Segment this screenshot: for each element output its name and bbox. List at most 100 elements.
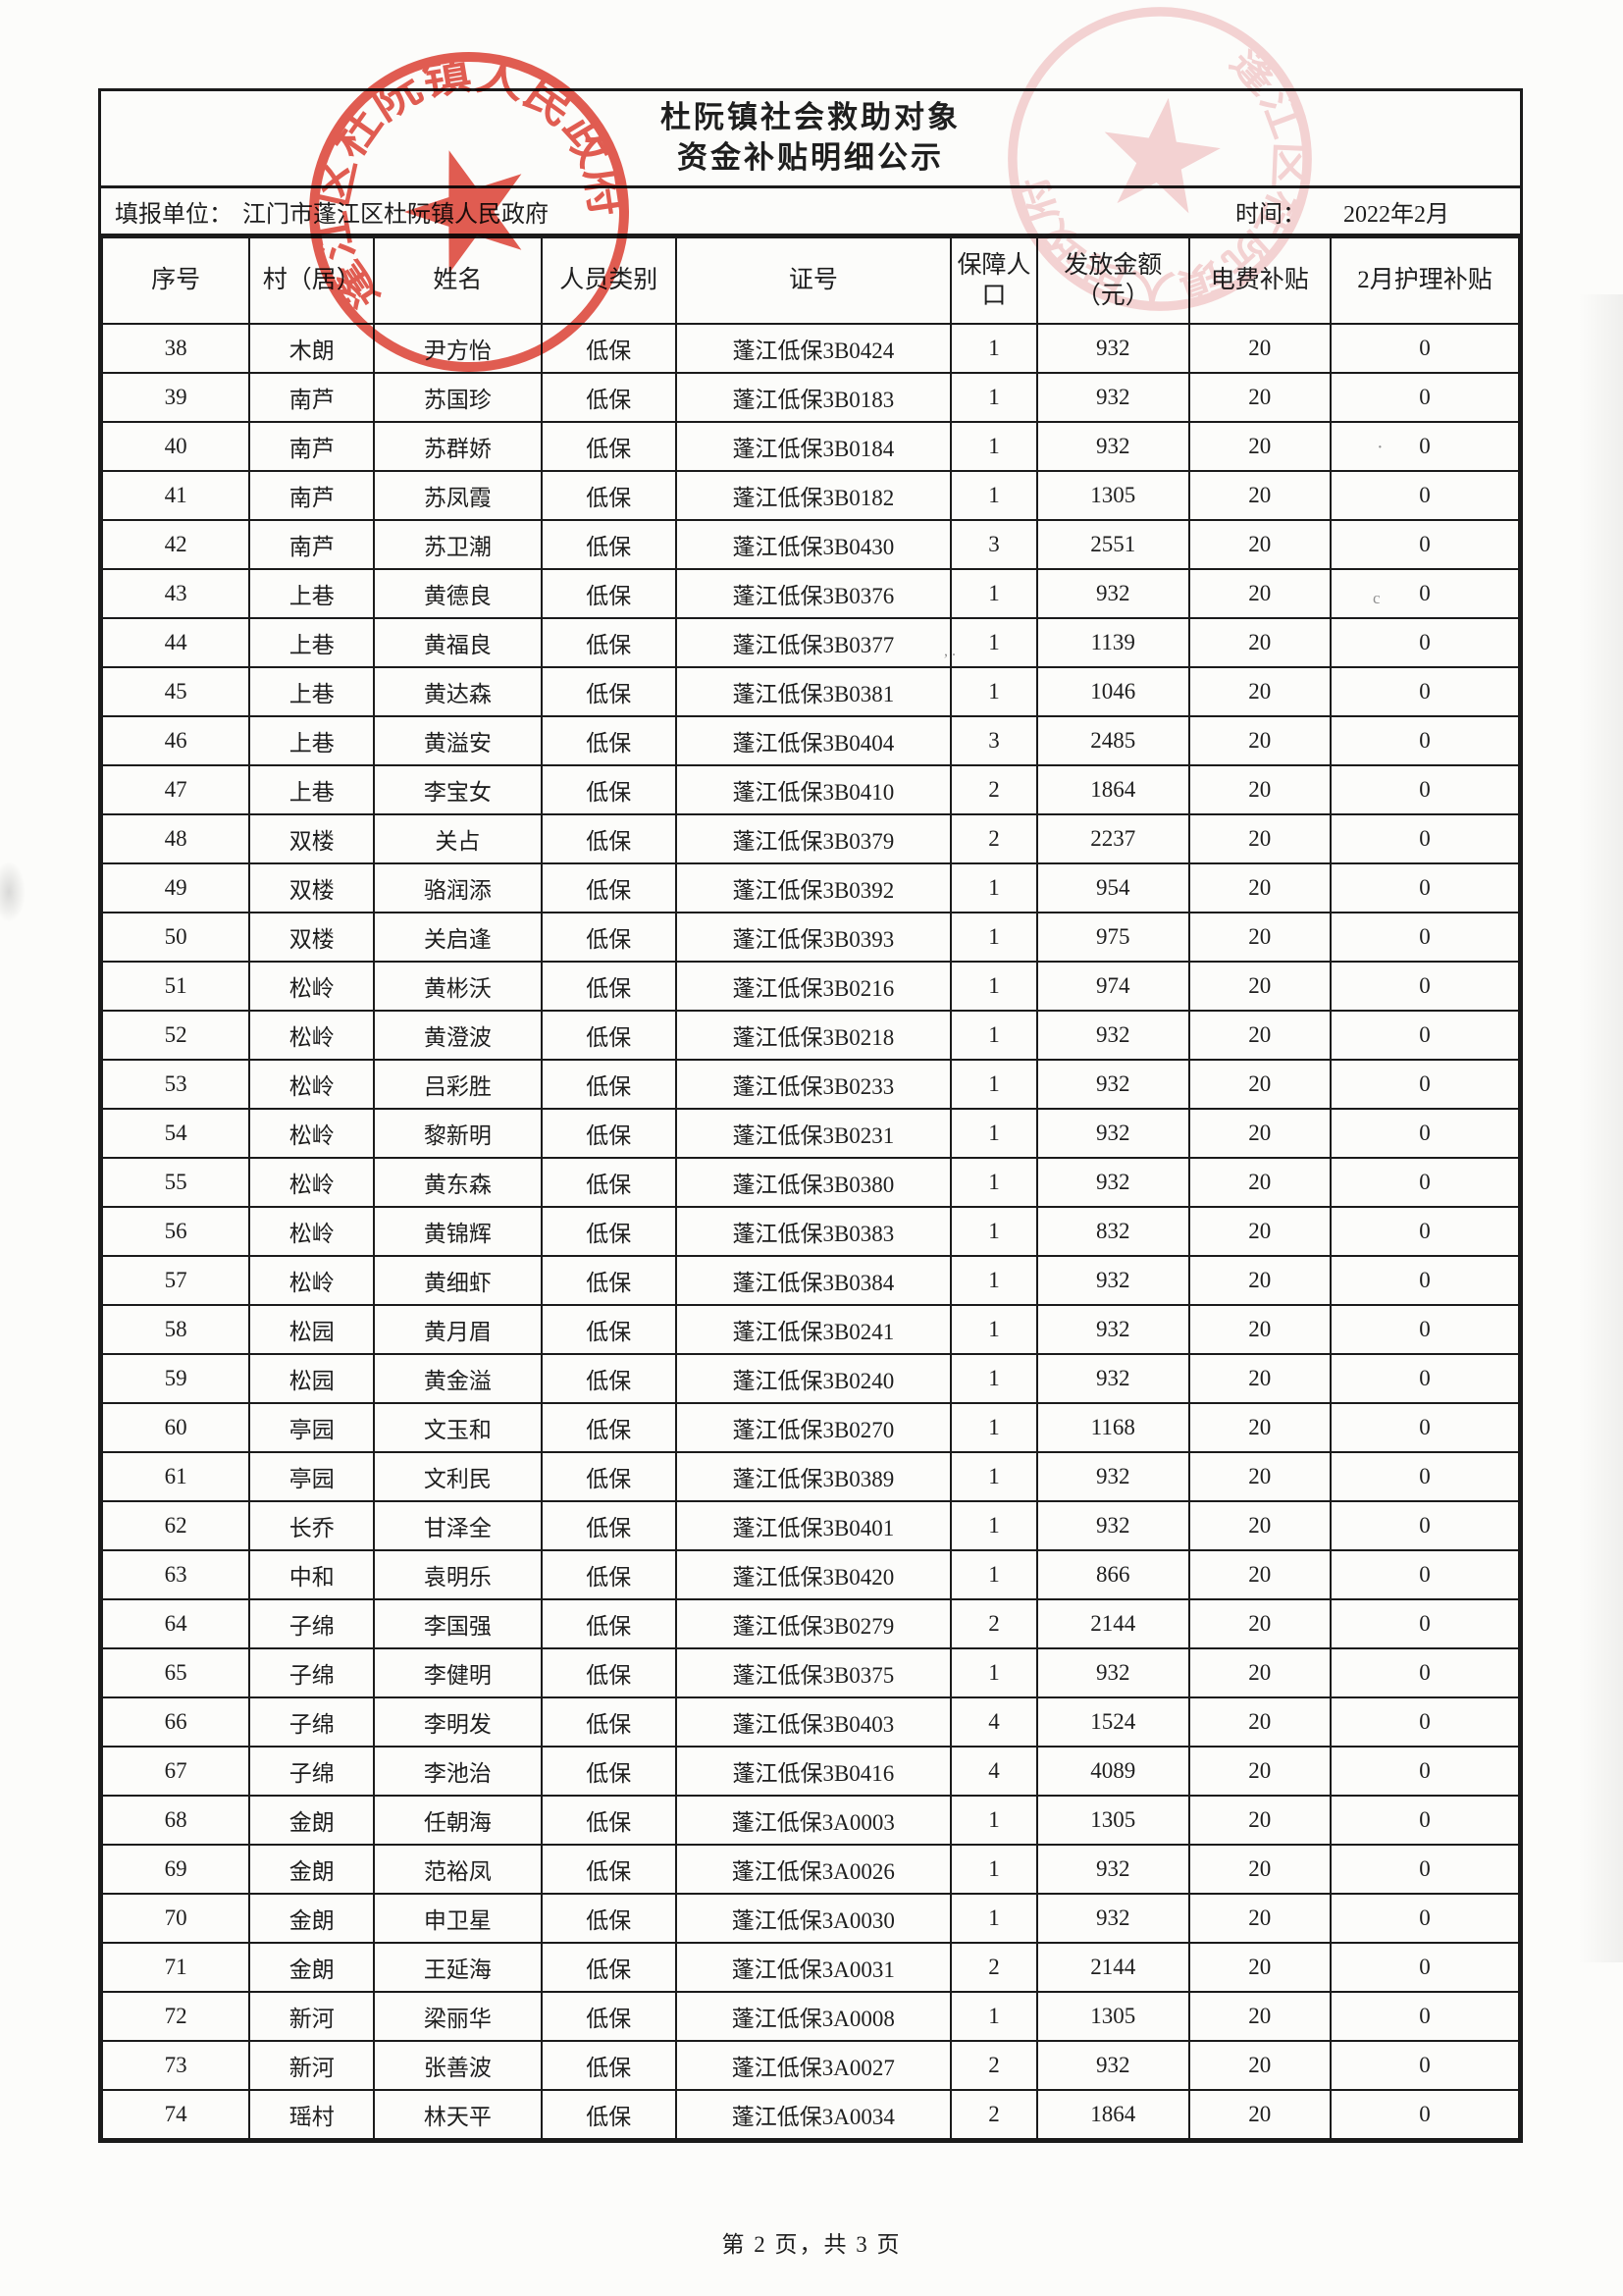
cell-category: 低保 xyxy=(540,666,677,717)
cell-care-subsidy: 0 xyxy=(1329,2040,1521,2091)
cell-electric-subsidy: 20 xyxy=(1187,1746,1332,1797)
table-row: 49 双楼 骆润添 低保 蓬江低保3B0392 1 954 20 0 xyxy=(100,862,1521,913)
table-row: 69 金朗 范裕凤 低保 蓬江低保3A0026 1 932 20 0 xyxy=(100,1844,1521,1895)
cell-village: 松岭 xyxy=(248,1010,376,1061)
cell-care-subsidy: 0 xyxy=(1329,1108,1521,1159)
table-row: 44 上巷 黄福良 低保 蓬江低保3B0377 1 1139 20 0 xyxy=(100,617,1521,668)
cell-cert-no: 蓬江低保3B0375 xyxy=(674,1647,952,1698)
cell-population: 1 xyxy=(949,617,1039,668)
table-row: 40 南芦 苏群娇 低保 蓬江低保3B0184 1 932 20 0 xyxy=(100,421,1521,472)
cell-population: 1 xyxy=(949,568,1039,619)
cell-village: 上巷 xyxy=(248,666,376,717)
cell-category: 低保 xyxy=(540,1206,677,1257)
cell-electric-subsidy: 20 xyxy=(1187,1059,1332,1110)
table-row: 55 松岭 黄东森 低保 蓬江低保3B0380 1 932 20 0 xyxy=(100,1157,1521,1208)
cell-care-subsidy: 0 xyxy=(1329,568,1521,619)
cell-village: 南芦 xyxy=(248,421,376,472)
cell-name: 尹方怡 xyxy=(373,323,543,374)
cell-care-subsidy: 0 xyxy=(1329,1746,1521,1797)
cell-index: 59 xyxy=(100,1353,251,1404)
cell-category: 低保 xyxy=(540,1157,677,1208)
cell-category: 低保 xyxy=(540,862,677,913)
table-row: 48 双楼 关占 低保 蓬江低保3B0379 2 2237 20 0 xyxy=(100,813,1521,864)
table-body: 38 木朗 尹方怡 低保 蓬江低保3B0424 1 932 20 0 39 南芦 苏国珍 低保 蓬江低保3… xyxy=(100,323,1521,2140)
cell-index: 69 xyxy=(100,1844,251,1895)
cell-cert-no: 蓬江低保3B0420 xyxy=(674,1549,952,1600)
col-header-village: 村（居） xyxy=(248,236,376,325)
table-row: 62 长乔 甘泽全 低保 蓬江低保3B0401 1 932 20 0 xyxy=(100,1500,1521,1551)
cell-index: 72 xyxy=(100,1991,251,2042)
cell-village: 松岭 xyxy=(248,1157,376,1208)
cell-cert-no: 蓬江低保3B0182 xyxy=(674,470,952,521)
title-line-1: 杜阮镇社会救助对象 xyxy=(660,100,961,135)
cell-name: 黄福良 xyxy=(373,617,543,668)
cell-care-subsidy: 0 xyxy=(1329,1844,1521,1895)
cell-category: 低保 xyxy=(540,1647,677,1698)
cell-category: 低保 xyxy=(540,1893,677,1944)
cell-cert-no: 蓬江低保3B0270 xyxy=(674,1402,952,1453)
cell-index: 47 xyxy=(100,764,251,815)
cell-electric-subsidy: 20 xyxy=(1187,1647,1332,1698)
table-row: 74 瑶村 林天平 低保 蓬江低保3A0034 2 1864 20 0 xyxy=(100,2089,1521,2140)
cell-village: 金朗 xyxy=(248,1893,376,1944)
table-row: 60 亭园 文玉和 低保 蓬江低保3B0270 1 1168 20 0 xyxy=(100,1402,1521,1453)
cell-cert-no: 蓬江低保3B0218 xyxy=(674,1010,952,1061)
cell-electric-subsidy: 20 xyxy=(1187,912,1332,963)
cell-electric-subsidy: 20 xyxy=(1187,1255,1332,1306)
cell-village: 松岭 xyxy=(248,1108,376,1159)
cell-village: 金朗 xyxy=(248,1844,376,1895)
col-header-amount: 发放金额（元） xyxy=(1036,236,1190,325)
cell-cert-no: 蓬江低保3B0184 xyxy=(674,421,952,472)
table-row: 41 南芦 苏凤霞 低保 蓬江低保3B0182 1 1305 20 0 xyxy=(100,470,1521,521)
cell-cert-no: 蓬江低保3B0410 xyxy=(674,764,952,815)
cell-index: 38 xyxy=(100,323,251,374)
cell-population: 3 xyxy=(949,715,1039,766)
cell-name: 黄溢安 xyxy=(373,715,543,766)
cell-care-subsidy: 0 xyxy=(1329,1991,1521,2042)
table-row: 46 上巷 黄溢安 低保 蓬江低保3B0404 3 2485 20 0 xyxy=(100,715,1521,766)
cell-care-subsidy: 0 xyxy=(1329,862,1521,913)
cell-amount: 932 xyxy=(1036,568,1190,619)
cell-electric-subsidy: 20 xyxy=(1187,2089,1332,2140)
cell-cert-no: 蓬江低保3B0403 xyxy=(674,1696,952,1748)
cell-population: 2 xyxy=(949,1598,1039,1649)
cell-care-subsidy: 0 xyxy=(1329,912,1521,963)
cell-village: 上巷 xyxy=(248,617,376,668)
cell-electric-subsidy: 20 xyxy=(1187,323,1332,374)
cell-index: 48 xyxy=(100,813,251,864)
cell-index: 73 xyxy=(100,2040,251,2091)
cell-category: 低保 xyxy=(540,813,677,864)
table-row: 57 松岭 黄细虾 低保 蓬江低保3B0384 1 932 20 0 xyxy=(100,1255,1521,1306)
cell-village: 子绵 xyxy=(248,1746,376,1797)
cell-population: 1 xyxy=(949,323,1039,374)
cell-category: 低保 xyxy=(540,470,677,521)
cell-amount: 932 xyxy=(1036,323,1190,374)
cell-category: 低保 xyxy=(540,568,677,619)
cell-electric-subsidy: 20 xyxy=(1187,1108,1332,1159)
table-row: 68 金朗 任朝海 低保 蓬江低保3A0003 1 1305 20 0 xyxy=(100,1795,1521,1846)
cell-population: 1 xyxy=(949,1844,1039,1895)
col-header-name: 姓名 xyxy=(373,236,543,325)
cell-index: 43 xyxy=(100,568,251,619)
cell-village: 亭园 xyxy=(248,1402,376,1453)
cell-care-subsidy: 0 xyxy=(1329,1206,1521,1257)
cell-care-subsidy: 0 xyxy=(1329,1942,1521,1993)
cell-cert-no: 蓬江低保3B0389 xyxy=(674,1451,952,1502)
cell-village: 松岭 xyxy=(248,1206,376,1257)
cell-amount: 2551 xyxy=(1036,519,1190,570)
cell-index: 68 xyxy=(100,1795,251,1846)
cell-cert-no: 蓬江低保3B0379 xyxy=(674,813,952,864)
cell-category: 低保 xyxy=(540,1402,677,1453)
table-header: 序号 村（居） 姓名 人员类别 证号 保障人口 发放金额（元） 电费补贴 2月护理补贴 xyxy=(100,236,1521,325)
cell-care-subsidy: 0 xyxy=(1329,1500,1521,1551)
cell-village: 金朗 xyxy=(248,1942,376,1993)
cell-name: 林天平 xyxy=(373,2089,543,2140)
cell-amount: 932 xyxy=(1036,1255,1190,1306)
cell-name: 黄锦辉 xyxy=(373,1206,543,1257)
cell-village: 松岭 xyxy=(248,1255,376,1306)
cell-name: 黄细虾 xyxy=(373,1255,543,1306)
cell-index: 55 xyxy=(100,1157,251,1208)
cell-name: 黄彬沃 xyxy=(373,961,543,1012)
table-row: 54 松岭 黎新明 低保 蓬江低保3B0231 1 932 20 0 xyxy=(100,1108,1521,1159)
